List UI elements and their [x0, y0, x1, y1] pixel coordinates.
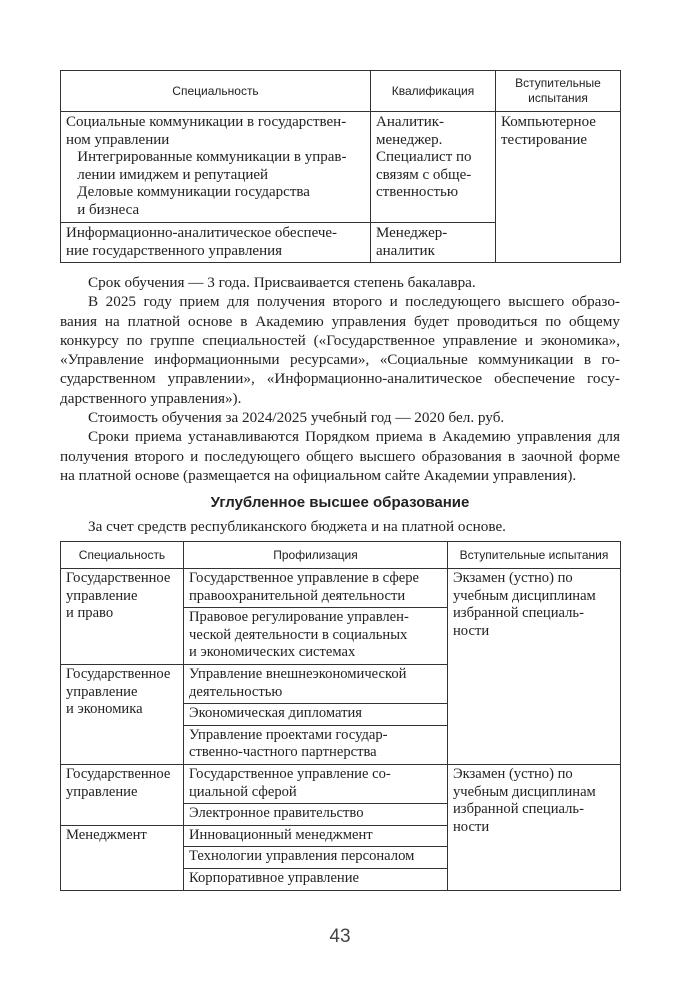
table-row: Корпоративное управление [61, 867, 621, 891]
text-line: дарственного управления»). [60, 389, 242, 407]
profile-cell: Экономическая дипломатия [183, 703, 448, 726]
profile-cell: Управление проектами государ- ственно-ча… [183, 724, 448, 765]
profile-cell: Правовое регулирование управлен- ческой … [183, 607, 448, 665]
section-heading: Углубленное высшее образование [210, 494, 470, 511]
paragraph: Сроки приема устанавливаются Порядком пр… [60, 427, 620, 485]
text-line: получения второго и последующего общего … [60, 447, 620, 465]
specialty-cell: Государственное управление и право [60, 568, 184, 665]
profile-cell: Технологии управления персоналом [183, 846, 448, 869]
exam-cell: Экзамен (устно) по учебным дисциплинам и… [447, 763, 621, 891]
table-row: Электронное правительство [61, 803, 621, 826]
specialty-cell: Информационно-аналитическое обеспече- ни… [60, 222, 371, 263]
table-header-row: Специальность Профилизация Вступительные… [60, 541, 621, 569]
table-row: Технологии управления персоналом [61, 846, 621, 869]
table-row: Правовое регулирование управлен- ческой … [61, 607, 621, 665]
text-line: Срок обучения — 3 года. Присваивается ст… [88, 274, 476, 291]
table-row: Государственное управление и право Госуда… [60, 567, 621, 765]
header-qualification: Квалификация [370, 70, 496, 112]
profile-cell: Управление внешнеэкономической деятельно… [183, 663, 448, 705]
exam-cell: Экзамен (устно) по учебным дисциплинам и… [447, 568, 621, 765]
header-specialty: Специальность [60, 541, 184, 569]
header-profile: Профилизация [183, 541, 448, 569]
section-note: За счет средств республиканского бюджета… [88, 518, 506, 535]
text-line: Сроки приема устанавливаются Порядком пр… [88, 428, 620, 446]
specialty-cell: Менеджмент [60, 824, 184, 891]
text-line: сударственном управлении», «Информационн… [60, 370, 620, 388]
profile-cell: Государственное управление со- циальной … [183, 763, 448, 805]
page-number: 43 [329, 926, 351, 947]
table-row: Социальные коммуникации в государствен- … [60, 111, 621, 263]
table-row: Государственное управление Государственно… [60, 763, 621, 891]
text-line: Стоимость обучения за 2024/2025 учебный … [88, 409, 505, 427]
table-row: Информационно-аналитическое обеспече- ни… [60, 222, 621, 263]
specialty-cell: Социальные коммуникации в государствен- … [60, 111, 371, 223]
table-row: Менеджмент Инновационный менеджмент [60, 824, 621, 891]
profile-cell: Государственное управление в сфере право… [183, 567, 448, 609]
specialty-cell: Государственное управление [60, 763, 184, 826]
text-line: В 2025 году прием для получения второго … [88, 293, 620, 311]
table-header-row: Специальность Квалификация Вступительные… [60, 70, 621, 112]
profile-cell: Электронное правительство [183, 803, 448, 826]
qualification-cell: Менеджер- аналитик [370, 222, 496, 263]
text-line: «Управление информационными ресурсами», … [60, 351, 620, 369]
text-line: конкурсу по группе специальностей («Госу… [60, 331, 620, 349]
advanced-education-table: Специальность Профилизация Вступительные… [60, 541, 621, 891]
header-specialty: Специальность [60, 70, 371, 112]
paragraph: Стоимость обучения за 2024/2025 учебный … [60, 408, 620, 427]
qualifications-table: Специальность Квалификация Вступительные… [60, 70, 621, 263]
paragraph: В 2025 году прием для получения второго … [60, 292, 620, 408]
profile-cell: Корпоративное управление [183, 867, 448, 891]
text-line: вания на платной основе в Академию управ… [60, 312, 620, 330]
profile-cell: Инновационный менеджмент [183, 824, 448, 848]
table-row: Управление проектами государ- ственно-ча… [61, 724, 621, 765]
table-row: Государственное управление и экономика Уп… [60, 663, 621, 765]
qualification-cell: Аналитик- менеджер. Специалист по связям… [370, 111, 496, 223]
header-exams: Вступительные испытания [447, 541, 621, 569]
header-exams: Вступительные испытания [495, 70, 621, 112]
text-line: на платной основе (размещается на официа… [60, 466, 577, 484]
paragraph: Срок обучения — 3 года. Присваивается ст… [60, 273, 620, 292]
specialty-cell: Государственное управление и экономика [60, 663, 184, 765]
exam-cell: Компьютерное тестирование [495, 111, 621, 263]
